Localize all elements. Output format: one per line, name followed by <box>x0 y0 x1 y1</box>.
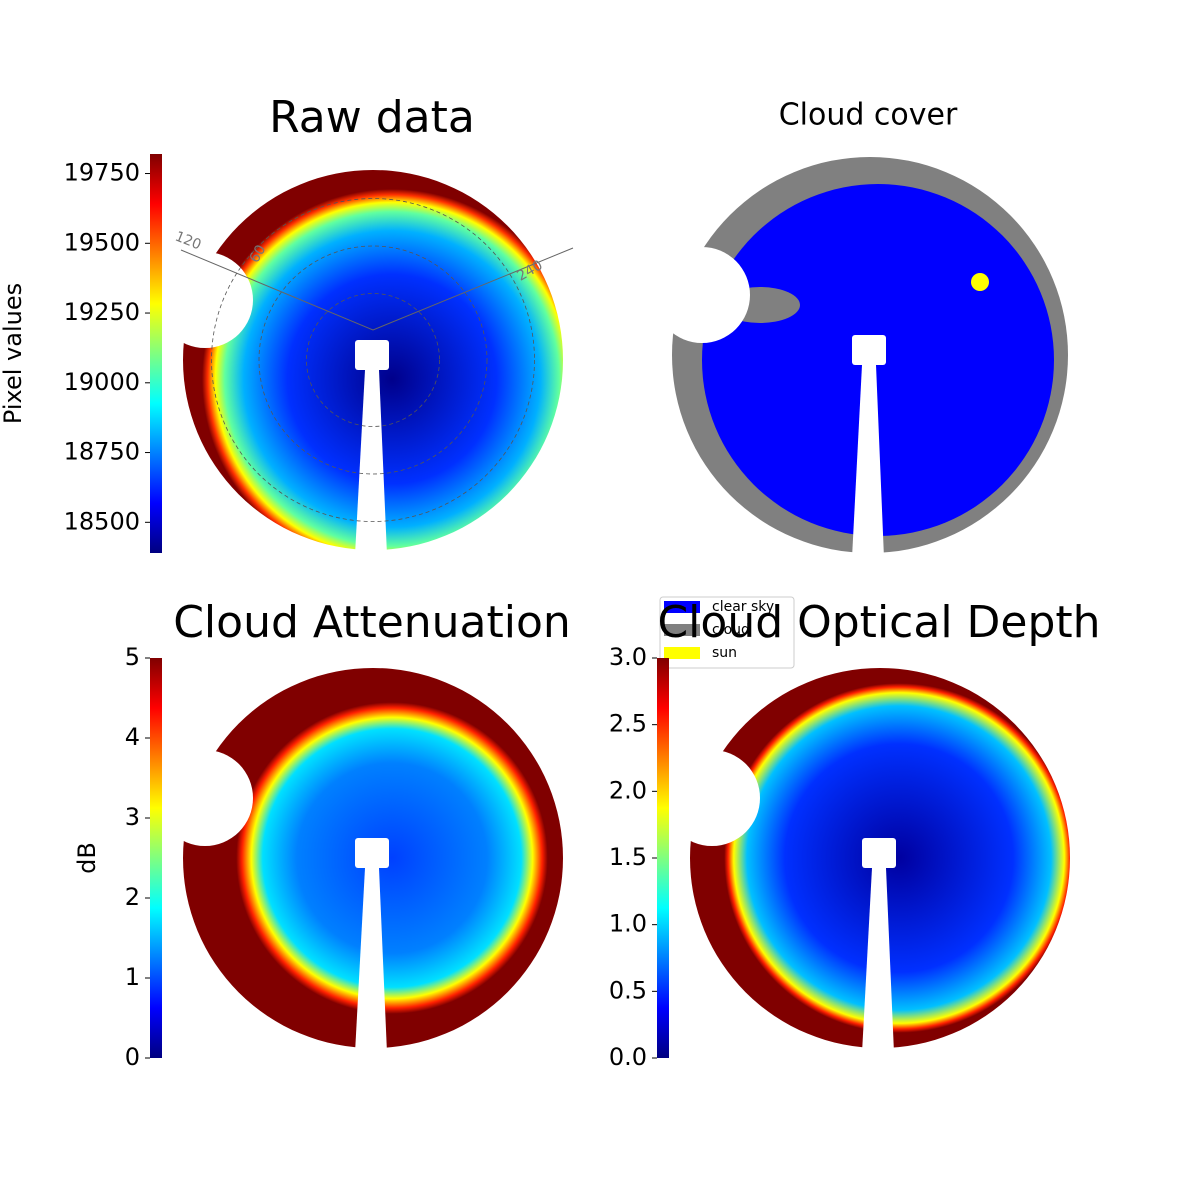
panel-title: Cloud Optical Depth <box>657 597 1100 648</box>
image-mask <box>157 750 253 846</box>
colorbar <box>657 658 669 1058</box>
legend-swatch <box>664 624 700 636</box>
image-mask <box>862 838 896 868</box>
image-mask <box>355 340 389 370</box>
legend-swatch <box>664 647 700 659</box>
colorbar-label: Pixel values <box>0 283 27 424</box>
polar-grid <box>306 293 440 427</box>
legend-label: sun <box>712 645 737 661</box>
colorbar-tick-label: 19000 <box>64 368 140 396</box>
colorbar-tick-label: 19750 <box>64 159 140 187</box>
image-mask <box>654 247 750 343</box>
colorbar-label: dB <box>73 842 101 874</box>
colorbar-tick-label: 19250 <box>64 298 140 326</box>
legend-swatch <box>664 601 700 613</box>
colorbar-tick-label: 3.0 <box>609 643 647 671</box>
image-mask <box>355 370 387 555</box>
colorbar-tick-label: 0 <box>125 1043 140 1071</box>
polar-label: 60 <box>247 242 270 265</box>
colorbar-tick-label: 2.0 <box>609 776 647 804</box>
sun-spot <box>971 273 989 291</box>
colorbar-tick-label: 19500 <box>64 228 140 256</box>
polar-grid <box>258 245 488 475</box>
image-mask <box>355 838 389 868</box>
panel-title: Raw data <box>269 92 475 143</box>
colorbar-tick-label: 18500 <box>64 507 140 535</box>
image-mask <box>355 868 387 1053</box>
legend-label: clear sky <box>712 599 774 615</box>
colorbar <box>150 154 162 553</box>
colorbar-tick-label: 0.0 <box>609 1043 647 1071</box>
colorbar <box>150 658 162 1058</box>
colorbar-tick-label: 3 <box>125 803 140 831</box>
panel-title: Cloud cover <box>779 98 958 133</box>
colorbar-tick-label: 1 <box>125 963 140 991</box>
image-mask <box>664 750 760 846</box>
colorbar-tick-label: 18750 <box>64 438 140 466</box>
image-mask <box>157 252 253 348</box>
polar-axis <box>180 247 574 331</box>
legend-label: cloud <box>712 622 750 638</box>
colorbar-tick-label: 1.0 <box>609 910 647 938</box>
colorbar-tick-label: 1.5 <box>609 843 647 871</box>
colorbar-tick-label: 2 <box>125 883 140 911</box>
image-mask <box>862 868 894 1053</box>
colorbar-tick-label: 2.5 <box>609 710 647 738</box>
colorbar-tick-label: 0.5 <box>609 976 647 1004</box>
image-mask <box>852 365 884 558</box>
colorbar-tick-label: 4 <box>125 723 140 751</box>
polar-label: 120 <box>173 229 204 254</box>
polar-grid <box>211 198 535 522</box>
colorbar-tick-label: 5 <box>125 643 140 671</box>
image-mask <box>852 335 886 365</box>
panel-title: Cloud Attenuation <box>173 597 571 648</box>
